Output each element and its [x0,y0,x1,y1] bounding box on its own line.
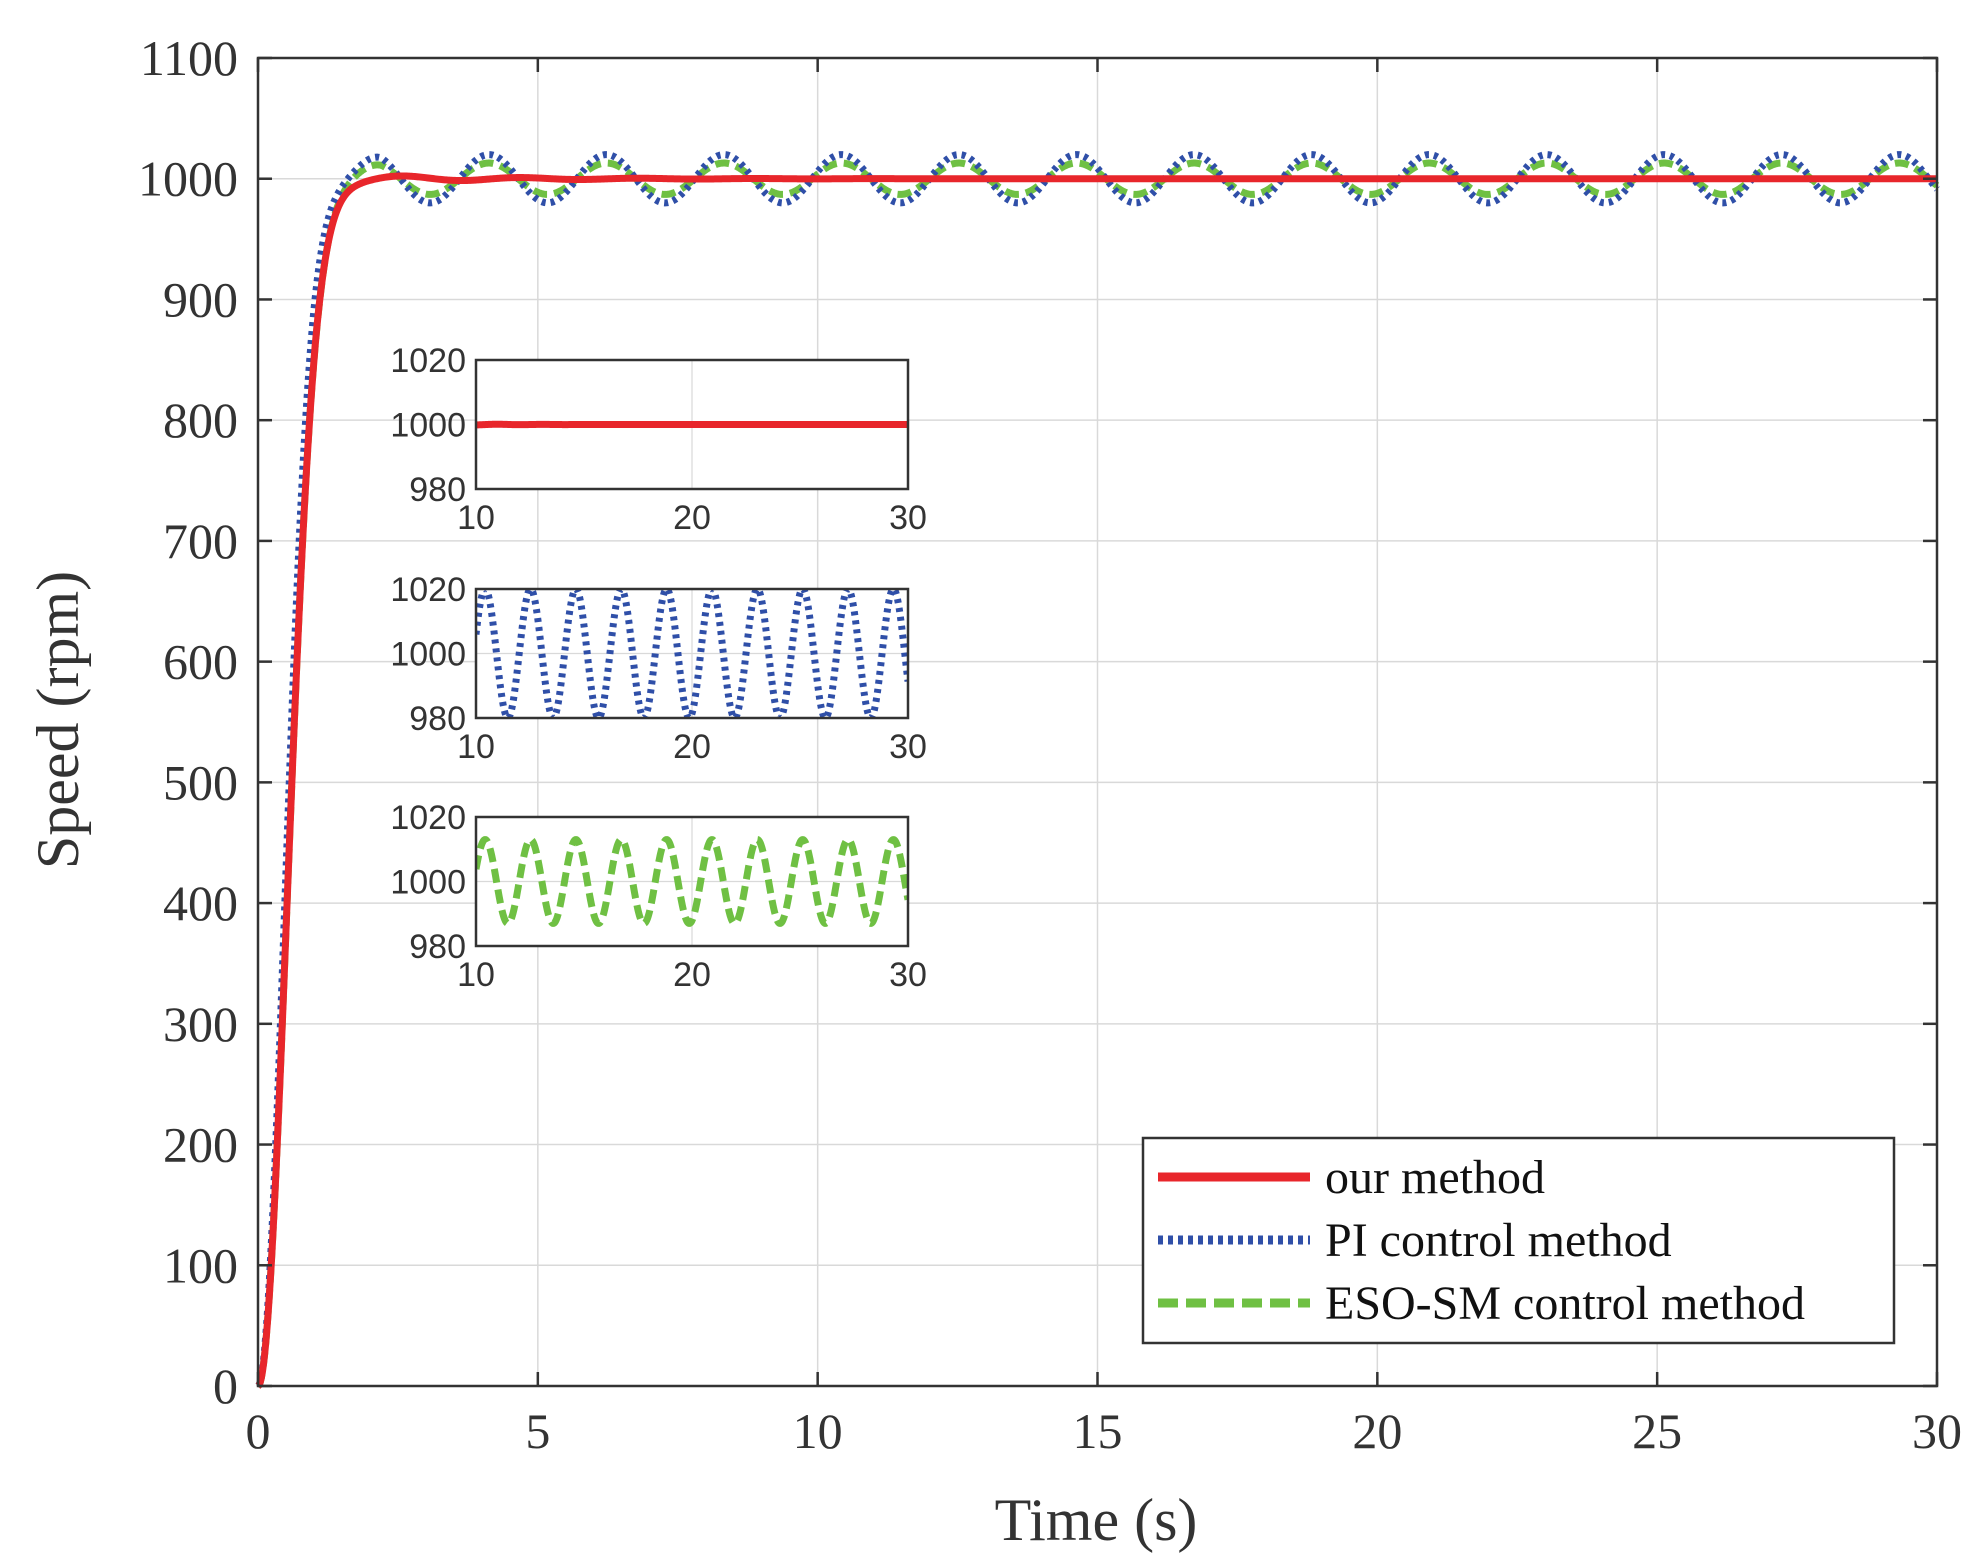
x-axis-title: Time (s) [995,1487,1198,1553]
inset-our-method-line [476,420,908,429]
y-tick-label: 300 [163,996,238,1052]
y-tick-label: 1100 [140,30,238,86]
inset-x-tick-label: 30 [889,499,927,537]
y-axis-title: Speed (rpm) [25,571,91,869]
inset-x-tick-label: 30 [889,956,927,994]
inset-x-tick-label: 10 [457,728,495,766]
x-tick-label: 25 [1632,1403,1682,1459]
inset-x-tick-label: 20 [673,499,711,537]
inset-x-tick-label: 20 [673,728,711,766]
inset-y-tick-label: 980 [409,928,466,966]
inset-pi-control-line [476,589,908,718]
x-tick-label: 20 [1352,1403,1402,1459]
our-method-line [255,172,1940,1389]
inset-x-tick-label: 30 [889,728,927,766]
y-tick-label: 100 [163,1237,238,1293]
inset-frame [474,587,910,720]
y-tick-label: 900 [163,271,238,327]
y-tick-label: 200 [163,1117,238,1173]
inset-frame [474,815,910,948]
x-tick-label: 15 [1073,1403,1123,1459]
legend-label: ESO-SM control method [1325,1277,1805,1330]
y-tick-label: 700 [163,513,238,569]
x-tick-label: 10 [793,1403,843,1459]
main-series-group [255,151,1940,1389]
x-tick-label: 30 [1912,1403,1962,1459]
inset-y-tick-label: 980 [409,471,466,509]
main-axis-ticks: 0 5 10 15 20 25 300100200300400500600700800900… [138,30,1962,1459]
y-tick-label: 600 [163,634,238,690]
inset-y-tick-label: 1000 [390,864,466,902]
inset-y-tick-label: 1020 [390,799,466,837]
inset-y-tick-label: 1000 [390,407,466,445]
inset-y-tick-label: 1020 [390,342,466,380]
inset-frame [474,358,910,491]
x-tick-label: 5 [525,1403,550,1459]
inset-y-tick-label: 1020 [390,571,466,609]
legend: our method PI control method ESO-SM contro… [1141,1136,1896,1345]
legend-label: PI control method [1325,1214,1672,1267]
y-tick-label: 0 [213,1358,238,1414]
inset-y-tick-label: 1000 [390,636,466,674]
y-tick-label: 400 [163,875,238,931]
pi-control-line [255,151,1940,1389]
inset-x-tick-label: 10 [457,956,495,994]
inset-x-tick-label: 20 [673,956,711,994]
legend-label: our method [1325,1151,1545,1204]
y-tick-label: 1000 [138,151,238,207]
y-tick-label: 500 [163,754,238,810]
eso-sm-control-line [255,159,1940,1389]
inset-y-tick-label: 980 [409,700,466,738]
y-tick-label: 800 [163,392,238,448]
x-tick-label: 0 [246,1403,271,1459]
inset-x-tick-label: 10 [457,499,495,537]
inset-eso-sm-control-line [476,836,908,927]
